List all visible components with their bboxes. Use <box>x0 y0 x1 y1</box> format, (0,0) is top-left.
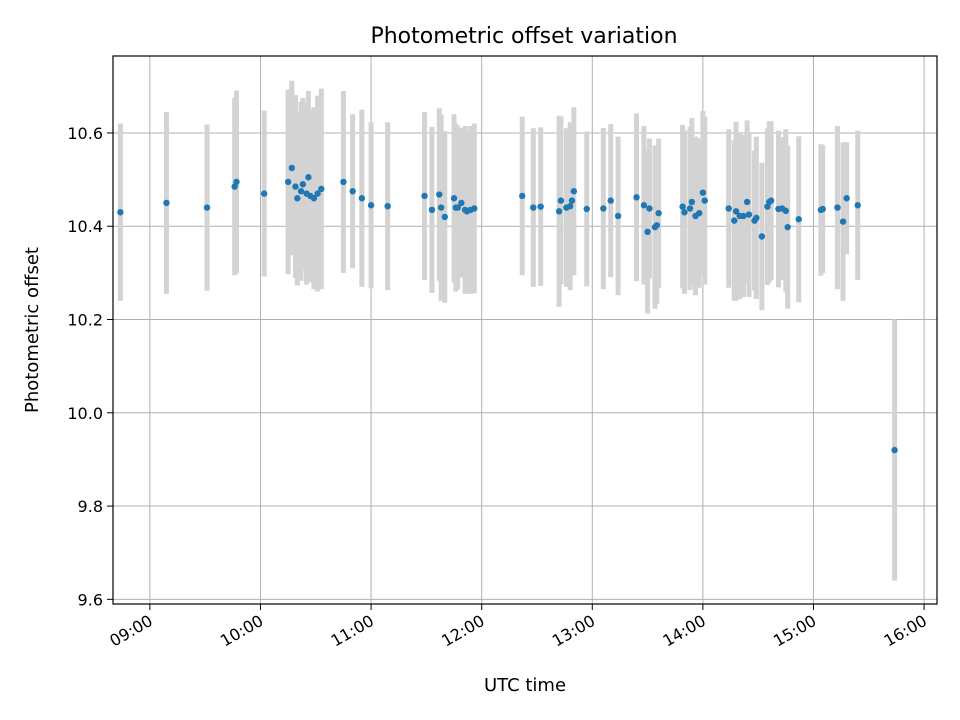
data-point <box>743 198 751 206</box>
x-axis-label: UTC time <box>484 675 566 696</box>
y-tick-label: 9.8 <box>78 497 103 516</box>
data-point <box>557 197 565 204</box>
x-tick-label: 12:00 <box>438 611 487 651</box>
y-tick-label: 10.6 <box>67 124 103 143</box>
data-point <box>745 211 753 218</box>
x-tick-label: 10:00 <box>217 611 266 651</box>
data-point <box>310 195 318 202</box>
data-point <box>458 199 465 207</box>
data-point <box>117 209 124 216</box>
data-point <box>233 178 240 186</box>
data-point <box>633 194 640 201</box>
data-point <box>782 207 790 215</box>
data-point <box>854 202 861 209</box>
y-tick-label: 10.4 <box>67 217 103 236</box>
data-point <box>367 202 375 209</box>
data-point <box>653 222 661 229</box>
data-point <box>566 202 574 210</box>
data-point <box>384 202 391 210</box>
data-point <box>688 198 696 206</box>
data-point <box>583 205 590 213</box>
data-point <box>646 205 653 212</box>
data-point <box>740 212 747 220</box>
data-point <box>843 195 850 202</box>
x-tick-label: 15:00 <box>770 611 819 651</box>
x-axis-ticks: 09:00 10:00 11:00 12:00 13:00 14:00 15:00 16:00 <box>106 604 930 651</box>
data-point <box>767 197 775 204</box>
x-tick-label: 13:00 <box>549 611 598 651</box>
data-point <box>731 217 738 224</box>
data-point <box>454 204 461 211</box>
data-point <box>428 206 436 214</box>
chart-title: Photometric offset variation <box>370 24 677 49</box>
data-point <box>203 204 211 211</box>
data-point <box>640 202 648 209</box>
data-point <box>441 213 449 221</box>
data-point <box>260 190 268 197</box>
data-point <box>555 208 563 215</box>
data-point <box>568 197 576 204</box>
data-point <box>725 205 732 212</box>
data-point <box>600 205 607 212</box>
y-tick-label: 10.0 <box>67 404 103 423</box>
data-point <box>294 195 301 202</box>
x-tick-label: 16:00 <box>881 611 930 651</box>
data-point <box>288 164 296 172</box>
data-point <box>795 216 802 223</box>
data-point <box>784 223 791 231</box>
data-point <box>696 209 703 217</box>
data-point <box>292 183 299 190</box>
data-point <box>614 212 622 220</box>
data-point <box>701 197 708 204</box>
data-point <box>655 209 662 217</box>
data-point <box>891 446 898 454</box>
data-point <box>753 214 760 222</box>
x-tick-label: 14:00 <box>659 611 708 651</box>
data-point <box>163 199 170 207</box>
x-tick-label: 11:00 <box>328 611 377 651</box>
data-point <box>299 181 307 188</box>
data-point <box>732 208 740 215</box>
data-point <box>349 188 356 195</box>
data-point <box>644 228 651 236</box>
data-point <box>421 192 428 200</box>
data-point <box>686 205 694 212</box>
data-point <box>314 190 321 197</box>
y-axis-ticks: 9.6 9.8 10.0 10.2 10.4 10.6 <box>67 124 113 609</box>
data-point <box>519 192 526 200</box>
data-point <box>436 191 443 198</box>
data-point <box>450 195 458 202</box>
data-point <box>437 204 445 211</box>
data-point <box>607 197 614 204</box>
data-point <box>679 203 686 210</box>
data-point <box>284 178 292 186</box>
data-points <box>117 164 898 454</box>
data-point <box>839 218 847 225</box>
y-tick-label: 10.2 <box>67 311 103 330</box>
data-point <box>340 178 347 186</box>
data-point <box>471 205 478 212</box>
data-point <box>318 185 325 193</box>
data-point <box>530 204 537 211</box>
data-point <box>834 204 841 211</box>
data-point <box>297 188 305 195</box>
y-axis-label: Photometric offset <box>22 247 43 413</box>
data-point <box>305 174 312 181</box>
data-point <box>819 205 826 213</box>
data-point <box>681 209 688 216</box>
data-point <box>537 203 544 210</box>
plot-frame <box>112 55 938 605</box>
data-point <box>758 233 766 240</box>
data-point <box>699 189 707 196</box>
data-point <box>358 195 366 202</box>
x-tick-label: 09:00 <box>106 611 155 651</box>
data-point <box>570 188 578 195</box>
y-tick-label: 9.6 <box>78 590 103 609</box>
